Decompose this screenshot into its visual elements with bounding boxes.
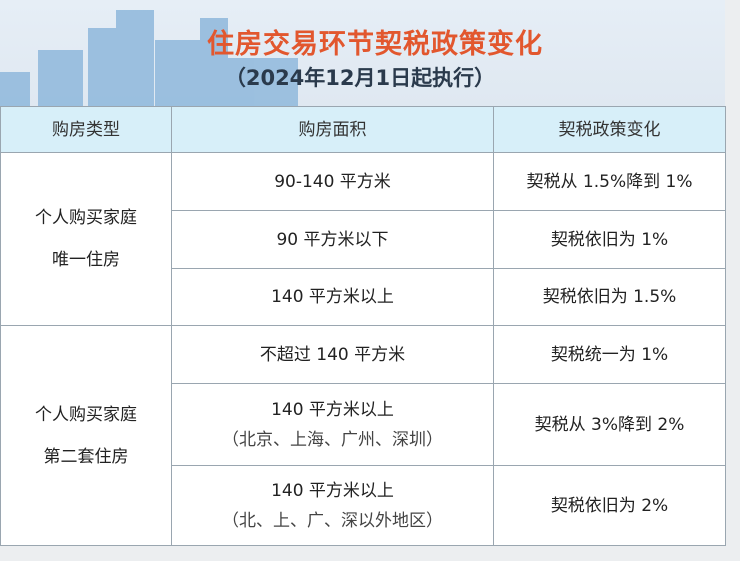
area-text: 140 平方米以上 bbox=[271, 399, 394, 420]
area-cell: 140 平方米以上 bbox=[171, 268, 494, 326]
policy-cell: 契税统一为 1% bbox=[493, 325, 726, 384]
header-type: 购房类型 bbox=[0, 106, 172, 153]
header-area: 购房面积 bbox=[171, 106, 494, 153]
page-title: 住房交易环节契税政策变化 bbox=[207, 29, 543, 60]
policy-cell: 契税从 1.5%降到 1% bbox=[493, 152, 726, 211]
header-policy: 契税政策变化 bbox=[493, 106, 726, 153]
page-subtitle: （2024年12月1日起执行） bbox=[224, 66, 496, 90]
table-row: 140 平方米以上 （北、上、广、深以外地区） 契税依旧为 2% bbox=[1, 465, 726, 546]
area-cell: 不超过 140 平方米 bbox=[171, 325, 494, 384]
area-cell: 90 平方米以下 bbox=[171, 210, 494, 269]
area-cell: 140 平方米以上 （北京、上海、广州、深圳） bbox=[171, 383, 494, 466]
table-row: 140 平方米以上 契税依旧为 1.5% bbox=[1, 268, 726, 326]
city-skyline-icon bbox=[0, 10, 298, 106]
type-line: 第二套住房 bbox=[43, 446, 129, 467]
table-row: 140 平方米以上 （北京、上海、广州、深圳） 契税从 3%降到 2% bbox=[1, 383, 726, 466]
table-row: 90 平方米以下 契税依旧为 1% bbox=[1, 210, 726, 269]
policy-cell: 契税依旧为 1.5% bbox=[493, 268, 726, 326]
type-line: 唯一住房 bbox=[52, 250, 120, 270]
table-row: 个人购买家庭 第二套住房 不超过 140 平方米 契税统一为 1% bbox=[0, 325, 726, 546]
area-note: （北京、上海、广州、深圳） bbox=[222, 429, 443, 450]
header-banner: 住房交易环节契税政策变化 （2024年12月1日起执行） bbox=[0, 0, 725, 106]
type-cell: 个人购买家庭 唯一住房 bbox=[0, 152, 172, 326]
type-line: 个人购买家庭 bbox=[35, 208, 137, 228]
type-cell: 个人购买家庭 第二套住房 bbox=[0, 325, 172, 546]
policy-table: 购房类型 购房面积 契税政策变化 个人购买家庭 唯一住房 90-140 平方米 … bbox=[0, 106, 726, 546]
policy-cell: 契税依旧为 1% bbox=[493, 210, 726, 269]
area-cell: 90-140 平方米 bbox=[171, 152, 494, 211]
table-header: 购房类型 购房面积 契税政策变化 bbox=[0, 106, 726, 153]
area-text: 140 平方米以上 bbox=[271, 480, 394, 501]
policy-cell: 契税从 3%降到 2% bbox=[493, 383, 726, 466]
area-note: （北、上、广、深以外地区） bbox=[222, 510, 443, 531]
area-cell: 140 平方米以上 （北、上、广、深以外地区） bbox=[171, 465, 494, 546]
policy-cell: 契税依旧为 2% bbox=[493, 465, 726, 546]
table-row: 个人购买家庭 唯一住房 90-140 平方米 契税从 1.5%降到 1% bbox=[0, 152, 726, 326]
type-line: 个人购买家庭 bbox=[35, 404, 137, 425]
